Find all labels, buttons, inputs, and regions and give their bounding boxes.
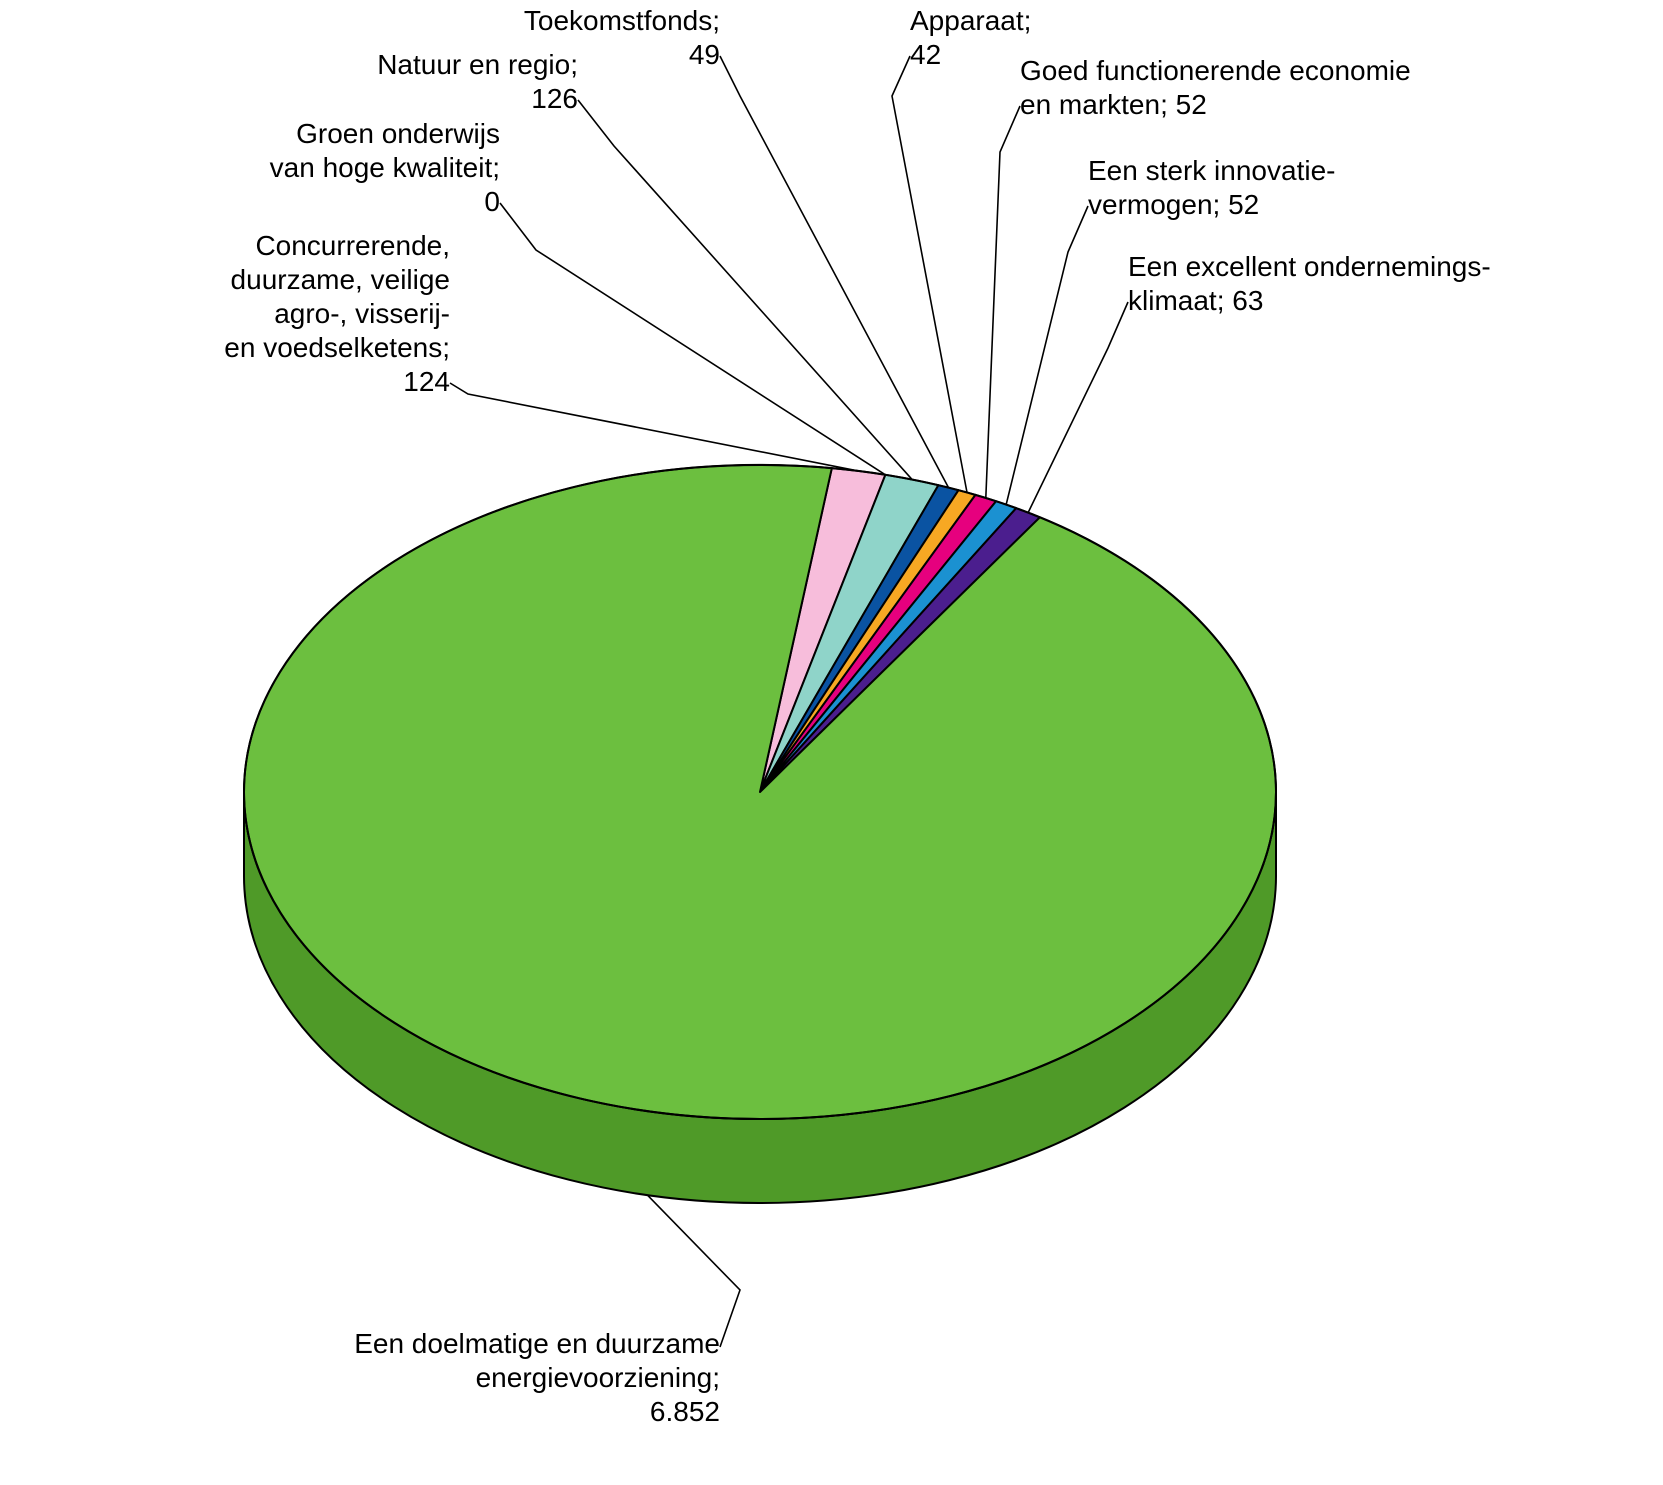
leader-natuur-regio [578, 100, 912, 480]
leader-excellent-ondernemings [1028, 302, 1128, 513]
leader-sterk-innovatie [1006, 206, 1088, 505]
leader-goed-economie [986, 106, 1020, 498]
leader-apparaat [892, 56, 967, 492]
label-concurrerende: Concurrerende,duurzame, veiligeagro-, vi… [224, 230, 450, 397]
label-groen-onderwijs: Groen onderwijsvan hoge kwaliteit;0 [270, 118, 500, 217]
label-goed-economie: Goed functionerende economieen markten; … [1020, 55, 1411, 120]
label-sterk-innovatie: Een sterk innovatie-vermogen; 52 [1088, 155, 1335, 220]
label-natuur-regio: Natuur en regio;126 [377, 49, 578, 114]
label-excellent-ondernemings: Een excellent ondernemings-klimaat; 63 [1128, 251, 1491, 316]
pie-slice-doelmatige-energie [244, 465, 1276, 1119]
label-doelmatige-energie: Een doelmatige en duurzameenergievoorzie… [354, 1328, 720, 1427]
leader-groen-onderwijs [500, 203, 885, 475]
label-apparaat: Apparaat;42 [910, 5, 1031, 70]
leader-doelmatige-energie [647, 1195, 740, 1347]
pie-top [244, 465, 1276, 1119]
pie-chart: Concurrerende,duurzame, veiligeagro-, vi… [0, 0, 1663, 1485]
leader-toekomstfonds [720, 56, 948, 488]
leader-concurrerende [450, 383, 859, 471]
